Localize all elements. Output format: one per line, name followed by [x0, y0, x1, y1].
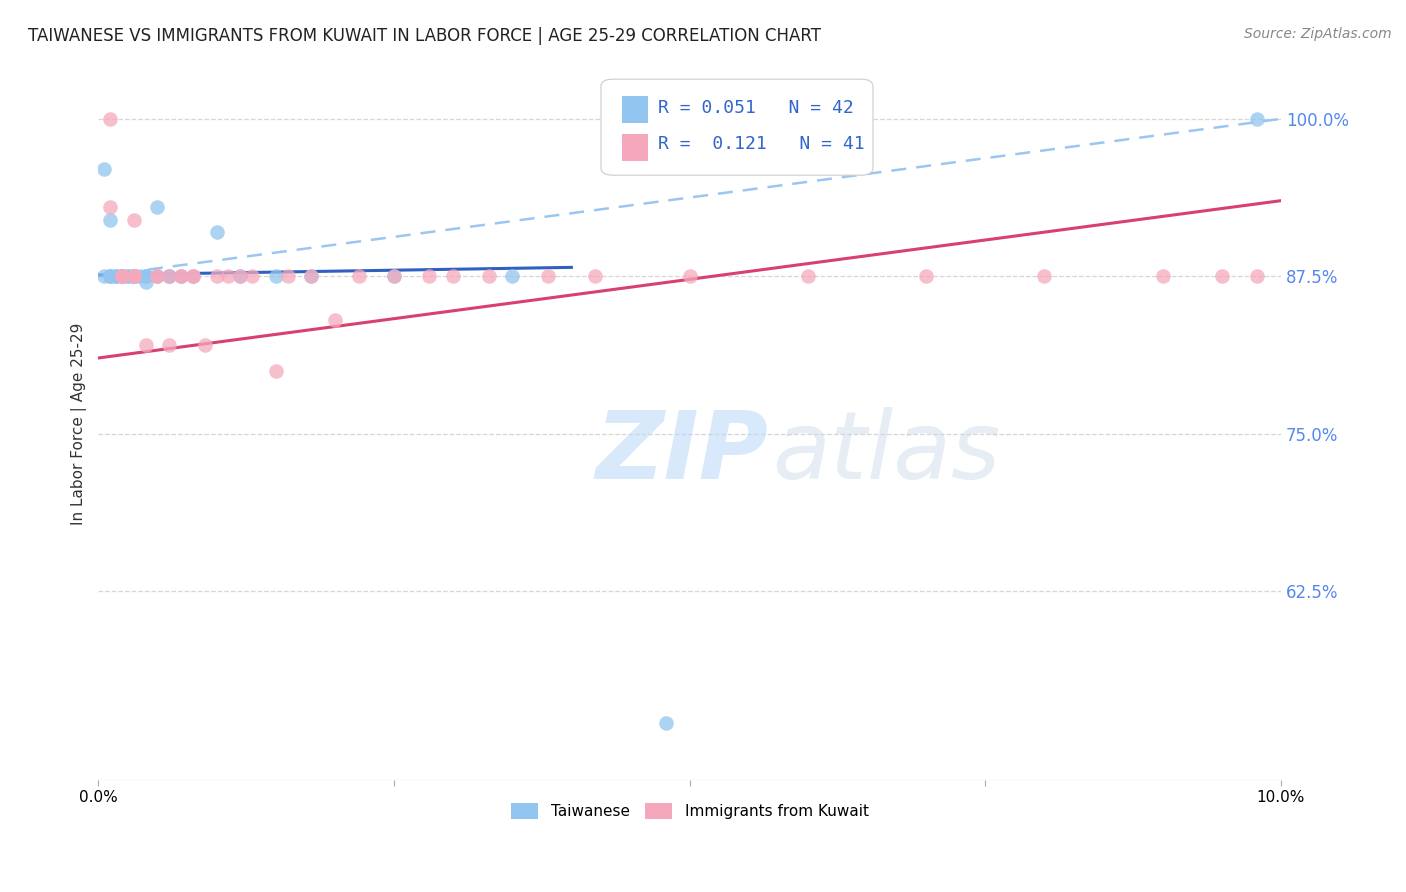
Point	[1033, 269, 1056, 284]
Text: atlas: atlas	[772, 407, 1001, 498]
Point	[135, 269, 157, 284]
Point	[229, 269, 252, 284]
Point	[122, 269, 145, 284]
Point	[122, 269, 145, 284]
Point	[1246, 112, 1268, 126]
Point	[111, 269, 134, 284]
Point	[583, 269, 606, 284]
Point	[122, 269, 145, 284]
Point	[217, 269, 239, 284]
Point	[93, 162, 115, 177]
Point	[122, 269, 145, 284]
Point	[98, 212, 121, 227]
Text: TAIWANESE VS IMMIGRANTS FROM KUWAIT IN LABOR FORCE | AGE 25-29 CORRELATION CHART: TAIWANESE VS IMMIGRANTS FROM KUWAIT IN L…	[28, 27, 821, 45]
Point	[418, 269, 440, 284]
Point	[111, 269, 134, 284]
Point	[1211, 269, 1233, 284]
Point	[98, 200, 121, 214]
Point	[128, 269, 150, 284]
Point	[382, 269, 405, 284]
Text: R = 0.051   N = 42: R = 0.051 N = 42	[658, 99, 853, 117]
Point	[98, 269, 121, 284]
Point	[299, 269, 322, 284]
Point	[105, 269, 128, 284]
Point	[157, 269, 180, 284]
Point	[441, 269, 464, 284]
Point	[111, 269, 134, 284]
Point	[135, 269, 157, 284]
Point	[347, 269, 370, 284]
Point	[501, 269, 523, 284]
Point	[98, 269, 121, 284]
Point	[157, 338, 180, 352]
FancyBboxPatch shape	[600, 79, 873, 175]
Point	[111, 269, 134, 284]
Text: Source: ZipAtlas.com: Source: ZipAtlas.com	[1244, 27, 1392, 41]
Point	[240, 269, 263, 284]
Point	[170, 269, 193, 284]
Point	[122, 269, 145, 284]
Point	[170, 269, 193, 284]
Point	[655, 716, 678, 731]
Point	[299, 269, 322, 284]
Point	[146, 269, 169, 284]
Point	[537, 269, 560, 284]
Point	[117, 269, 139, 284]
Point	[146, 269, 169, 284]
Point	[122, 269, 145, 284]
Point	[122, 269, 145, 284]
Bar	[623, 134, 648, 161]
Point	[797, 269, 820, 284]
Bar	[623, 96, 648, 123]
Point	[111, 269, 134, 284]
Point	[382, 269, 405, 284]
Point	[205, 269, 228, 284]
Point	[135, 269, 157, 284]
Point	[111, 269, 134, 284]
Legend: Taiwanese, Immigrants from Kuwait: Taiwanese, Immigrants from Kuwait	[505, 797, 875, 825]
Point	[205, 225, 228, 239]
Point	[181, 269, 204, 284]
Point	[122, 212, 145, 227]
Point	[117, 269, 139, 284]
Point	[135, 338, 157, 352]
Point	[157, 269, 180, 284]
Point	[264, 269, 287, 284]
Point	[98, 269, 121, 284]
Point	[135, 276, 157, 290]
Text: R =  0.121   N = 41: R = 0.121 N = 41	[658, 135, 865, 153]
Point	[915, 269, 938, 284]
Point	[93, 269, 115, 284]
Point	[194, 338, 217, 352]
Point	[1246, 269, 1268, 284]
Point	[277, 269, 299, 284]
Point	[157, 269, 180, 284]
Point	[679, 269, 702, 284]
Point	[105, 269, 128, 284]
Point	[1152, 269, 1174, 284]
Point	[170, 269, 193, 284]
Point	[181, 269, 204, 284]
Point	[264, 363, 287, 377]
Point	[122, 269, 145, 284]
Point	[229, 269, 252, 284]
Point	[105, 269, 128, 284]
Point	[111, 269, 134, 284]
Point	[111, 269, 134, 284]
Point	[146, 269, 169, 284]
Point	[478, 269, 501, 284]
Point	[98, 112, 121, 126]
Y-axis label: In Labor Force | Age 25-29: In Labor Force | Age 25-29	[72, 323, 87, 525]
Point	[122, 269, 145, 284]
Point	[323, 313, 346, 327]
Point	[146, 200, 169, 214]
Point	[111, 269, 134, 284]
Text: ZIP: ZIP	[595, 407, 768, 499]
Point	[181, 269, 204, 284]
